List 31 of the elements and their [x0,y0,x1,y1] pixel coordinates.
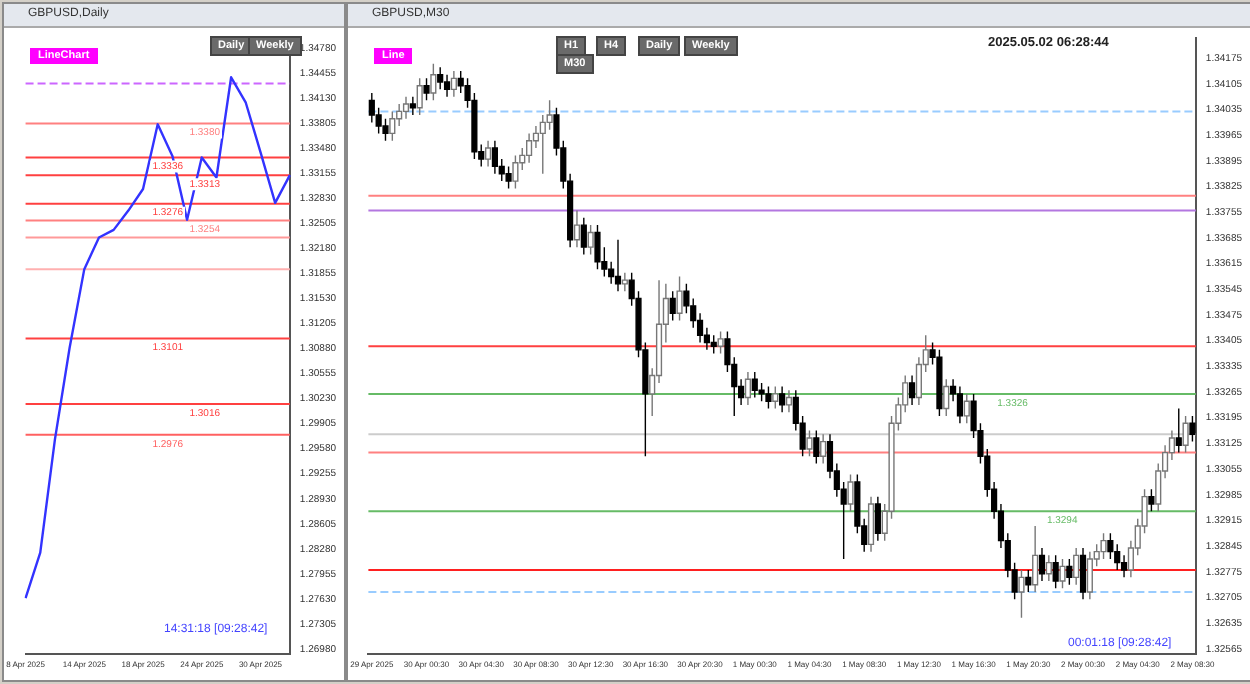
candlestick [1038,547,1046,582]
candlestick [1045,554,1052,582]
candlestick [874,495,881,542]
candlestick [491,140,498,175]
candlestick [573,209,581,248]
candlestick [908,374,916,406]
candlestick [956,385,964,424]
candlestick [580,217,587,256]
candlestick [676,275,683,322]
candlestick [1018,569,1025,619]
candlestick [402,96,410,120]
candlestick [1079,547,1087,601]
candlestick [779,385,786,413]
candlestick [526,132,533,164]
candlestick [450,70,457,98]
candlestick [614,239,622,292]
candlestick [484,140,492,168]
candlestick [443,73,451,98]
candlestick [785,389,793,413]
candlestick [430,62,437,102]
candlestick [437,66,444,91]
candlestick [1086,550,1093,601]
candlestick [867,495,875,553]
candlestick [1032,525,1039,593]
candlestick [820,433,827,465]
candlestick [1175,407,1182,454]
candlestick [621,272,628,292]
candlestick [744,371,752,406]
candlestick [1073,547,1080,586]
candlestick [409,96,416,116]
candlestick [546,99,553,131]
